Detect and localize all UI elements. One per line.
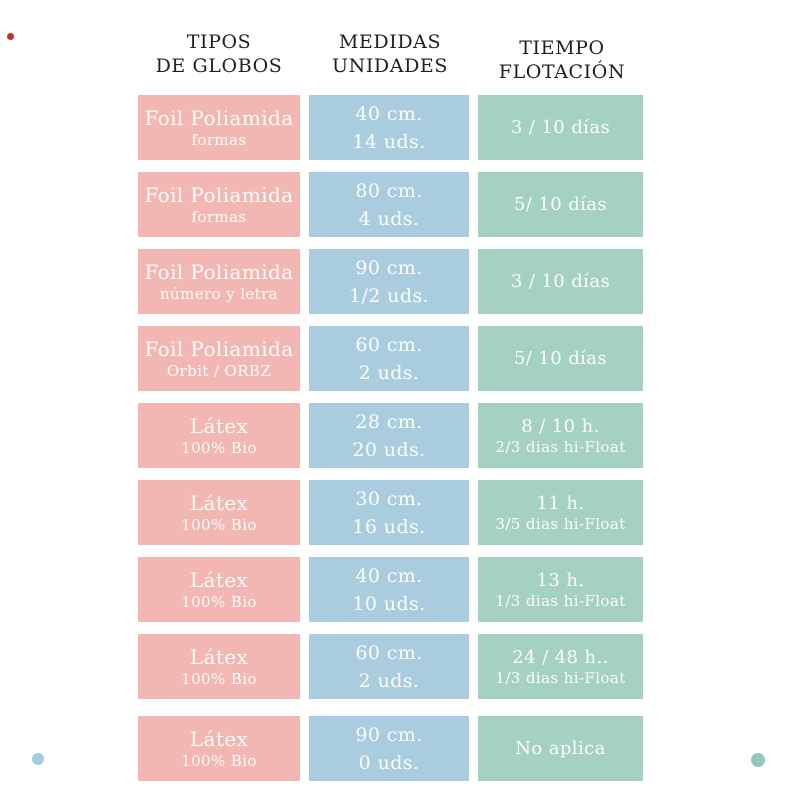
balloon-type-cell: Látex 100% Bio [138,634,300,699]
float-time-cell: 3 / 10 días [478,95,643,160]
balloon-type-name: Foil Poliamida [144,105,294,130]
balloon-type-name: Látex [189,490,249,515]
size-units-cell: 60 cm. 2 uds. [309,634,469,699]
float-time-note: 2/3 dias hi-Float [495,437,626,456]
size-units-cell: 80 cm. 4 uds. [309,172,469,237]
header-medidas-line1: MEDIDAS [338,31,442,53]
float-time-value: 5/ 10 días [513,194,608,215]
float-time-value: 5/ 10 días [513,348,608,369]
size-value: 90 cm. [355,723,423,746]
decorative-red-dot [7,33,14,40]
balloon-type-name: Látex [189,726,249,751]
table-row: Látex 100% Bio 28 cm. 20 uds. 8 / 10 h. … [138,403,643,468]
table-row: Foil Poliamida número y letra 90 cm. 1/2… [138,249,643,314]
header-tipos-line2: DE GLOBOS [155,55,283,77]
balloon-type-subtitle: formas [191,130,247,149]
table-body: Foil Poliamida formas 40 cm. 14 uds. 3 /… [138,95,643,781]
balloon-type-cell: Látex 100% Bio [138,403,300,468]
float-time-value: 3 / 10 días [510,117,611,138]
float-time-value: 13 h. [536,569,585,591]
balloon-type-subtitle: 100% Bio [181,438,257,457]
float-time-cell: 11 h. 3/5 dias hi-Float [478,480,643,545]
table-row: Látex 100% Bio 90 cm. 0 uds. No aplica [138,716,643,781]
float-time-note: 1/3 dias hi-Float [495,591,626,610]
float-time-value: 11 h. [536,492,585,514]
units-value: 4 uds. [358,207,420,230]
size-value: 60 cm. [355,641,423,664]
float-time-cell: 13 h. 1/3 dias hi-Float [478,557,643,622]
float-time-cell: 8 / 10 h. 2/3 dias hi-Float [478,403,643,468]
header-tipos-line1: TIPOS [186,31,252,53]
balloon-type-name: Foil Poliamida [144,259,294,284]
balloon-type-name: Foil Poliamida [144,336,294,361]
balloon-type-subtitle: 100% Bio [181,669,257,688]
size-value: 40 cm. [355,102,423,125]
balloon-type-subtitle: Orbit / ORBZ [166,361,272,380]
float-time-note: 3/5 dias hi-Float [495,514,626,533]
balloon-type-name: Foil Poliamida [144,182,294,207]
size-value: 40 cm. [355,564,423,587]
size-value: 28 cm. [355,410,423,433]
units-value: 2 uds. [358,669,420,692]
table-row: Látex 100% Bio 40 cm. 10 uds. 13 h. 1/3 … [138,557,643,622]
decorative-teal-dot [751,753,765,767]
table-row: Foil Poliamida formas 80 cm. 4 uds. 5/ 1… [138,172,643,237]
table-row: Foil Poliamida Orbit / ORBZ 60 cm. 2 uds… [138,326,643,391]
float-time-value: 3 / 10 días [510,271,611,292]
float-time-cell: 5/ 10 días [478,326,643,391]
float-time-cell: No aplica [478,716,643,781]
column-header-tipos: TIPOS DE GLOBOS [134,30,304,78]
float-time-value: 24 / 48 h.. [512,646,609,668]
balloon-type-cell: Látex 100% Bio [138,716,300,781]
balloon-type-name: Látex [189,413,249,438]
column-header-medidas: MEDIDAS UNIDADES [305,30,475,78]
header-medidas-line2: UNIDADES [331,55,449,77]
column-header-tiempo: TIEMPO FLOTACIÓN [472,36,652,84]
balloon-type-subtitle: 100% Bio [181,515,257,534]
header-tiempo-line1: TIEMPO [519,37,605,59]
float-time-value: No aplica [515,738,606,759]
balloon-type-cell: Foil Poliamida formas [138,95,300,160]
float-time-cell: 24 / 48 h.. 1/3 dias hi-Float [478,634,643,699]
table-row: Látex 100% Bio 30 cm. 16 uds. 11 h. 3/5 … [138,480,643,545]
size-units-cell: 60 cm. 2 uds. [309,326,469,391]
float-time-note: 1/3 dias hi-Float [495,668,626,687]
size-value: 80 cm. [355,179,423,202]
balloon-type-cell: Foil Poliamida formas [138,172,300,237]
size-units-cell: 90 cm. 1/2 uds. [309,249,469,314]
balloon-type-cell: Látex 100% Bio [138,480,300,545]
balloon-type-cell: Látex 100% Bio [138,557,300,622]
units-value: 16 uds. [352,515,426,538]
size-units-cell: 90 cm. 0 uds. [309,716,469,781]
units-value: 14 uds. [352,130,426,153]
balloon-type-subtitle: 100% Bio [181,592,257,611]
units-value: 1/2 uds. [348,284,429,307]
float-time-cell: 3 / 10 días [478,249,643,314]
float-time-value: 8 / 10 h. [521,415,600,437]
units-value: 20 uds. [352,438,426,461]
balloon-type-cell: Foil Poliamida número y letra [138,249,300,314]
balloon-type-cell: Foil Poliamida Orbit / ORBZ [138,326,300,391]
size-units-cell: 40 cm. 10 uds. [309,557,469,622]
size-units-cell: 30 cm. 16 uds. [309,480,469,545]
table-row: Foil Poliamida formas 40 cm. 14 uds. 3 /… [138,95,643,160]
units-value: 2 uds. [358,361,420,384]
size-units-cell: 28 cm. 20 uds. [309,403,469,468]
size-value: 30 cm. [355,487,423,510]
balloon-type-subtitle: número y letra [159,284,279,303]
units-value: 0 uds. [358,751,420,774]
header-tiempo-line2: FLOTACIÓN [498,61,626,83]
balloon-type-name: Látex [189,644,249,669]
decorative-blue-dot [32,753,44,765]
size-units-cell: 40 cm. 14 uds. [309,95,469,160]
balloon-type-subtitle: formas [191,207,247,226]
balloon-type-name: Látex [189,567,249,592]
size-value: 90 cm. [355,256,423,279]
units-value: 10 uds. [352,592,426,615]
float-time-cell: 5/ 10 días [478,172,643,237]
balloon-type-subtitle: 100% Bio [181,751,257,770]
size-value: 60 cm. [355,333,423,356]
table-row: Látex 100% Bio 60 cm. 2 uds. 24 / 48 h..… [138,634,643,699]
